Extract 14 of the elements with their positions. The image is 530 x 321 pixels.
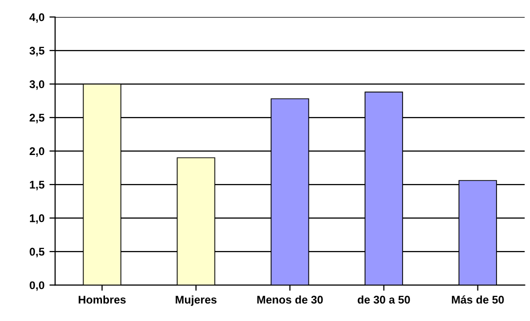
y-tick-label: 4,0 [29,13,44,23]
x-tick-label: Hombres [78,295,126,304]
y-tick-label: 2,0 [30,147,44,157]
y-tick-label: 1,5 [30,180,44,190]
y-tick-label: 1,0 [30,214,44,224]
x-tick-label: de 30 a 50 [358,295,410,304]
y-tick-label: 3,0 [30,80,44,90]
y-tick-label: 3,5 [30,46,44,56]
x-tick-label: Más de 50 [452,295,504,304]
y-tick-label: 0,5 [30,248,44,258]
y-tick-label: 2,5 [30,114,44,124]
y-tick-label: 0,0 [30,281,44,291]
x-tick-label: Mujeres [176,295,217,306]
x-tick-label: Menos de 30 [257,295,323,304]
